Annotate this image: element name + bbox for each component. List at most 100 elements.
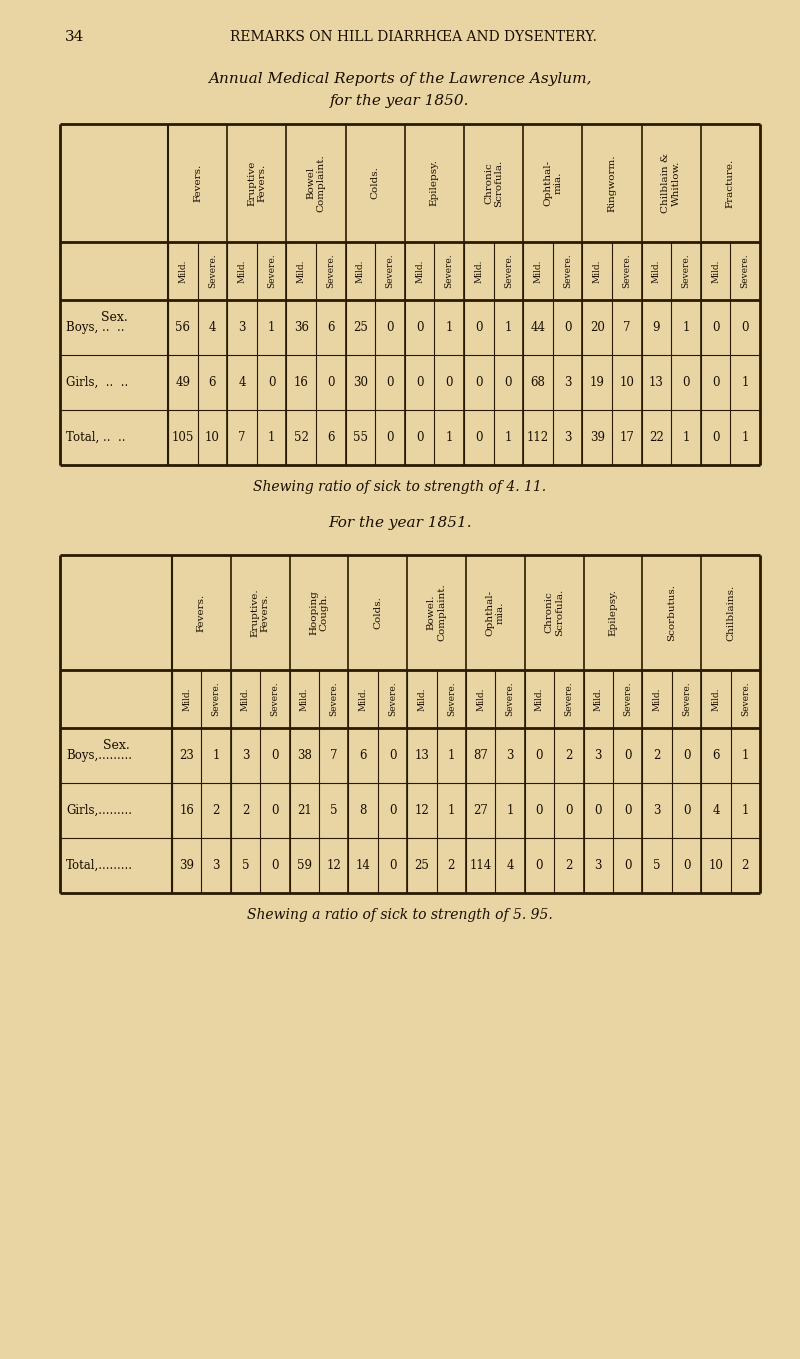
Text: 1: 1	[505, 321, 512, 334]
Text: 12: 12	[326, 859, 341, 872]
Text: Mild.: Mild.	[534, 260, 542, 283]
Text: 44: 44	[530, 321, 546, 334]
Text: Colds.: Colds.	[370, 167, 380, 200]
Text: 7: 7	[623, 321, 630, 334]
Text: 25: 25	[414, 859, 430, 872]
Text: 20: 20	[590, 321, 605, 334]
Text: Severe.: Severe.	[741, 682, 750, 716]
Text: Severe.: Severe.	[386, 254, 394, 288]
Text: 17: 17	[619, 431, 634, 444]
Text: 5: 5	[242, 859, 250, 872]
Text: 39: 39	[590, 431, 605, 444]
Text: 13: 13	[649, 376, 664, 389]
Text: Mild.: Mild.	[535, 688, 544, 711]
Text: 2: 2	[242, 805, 249, 817]
Text: 2: 2	[448, 859, 455, 872]
Text: Mild.: Mild.	[182, 688, 191, 711]
Text: 105: 105	[172, 431, 194, 444]
Text: 3: 3	[212, 859, 220, 872]
Text: 4: 4	[238, 376, 246, 389]
Text: 9: 9	[653, 321, 660, 334]
Text: 2: 2	[566, 859, 573, 872]
Text: Shewing a ratio of sick to strength of 5. 95.: Shewing a ratio of sick to strength of 5…	[247, 908, 553, 921]
Text: 0: 0	[389, 749, 396, 762]
Text: 0: 0	[624, 859, 631, 872]
Text: 68: 68	[530, 376, 546, 389]
Text: Mild.: Mild.	[178, 260, 187, 283]
Text: 114: 114	[470, 859, 492, 872]
Text: 0: 0	[742, 321, 749, 334]
Text: 36: 36	[294, 321, 309, 334]
Text: 3: 3	[594, 859, 602, 872]
Text: 0: 0	[386, 431, 394, 444]
Text: 10: 10	[205, 431, 220, 444]
Text: 0: 0	[712, 376, 719, 389]
Text: Mild.: Mild.	[594, 688, 603, 711]
Text: 13: 13	[414, 749, 430, 762]
Text: 10: 10	[619, 376, 634, 389]
Text: Shewing ratio of sick to strength of 4. 11.: Shewing ratio of sick to strength of 4. …	[254, 480, 546, 495]
Text: 0: 0	[682, 749, 690, 762]
Text: 112: 112	[527, 431, 549, 444]
Text: 0: 0	[416, 321, 423, 334]
Text: 1: 1	[213, 749, 220, 762]
Text: 1: 1	[506, 805, 514, 817]
Text: Annual Medical Reports of the Lawrence Asylum,: Annual Medical Reports of the Lawrence A…	[208, 72, 592, 86]
Text: 0: 0	[386, 321, 394, 334]
Text: 6: 6	[359, 749, 367, 762]
Text: Scorbutus.: Scorbutus.	[667, 584, 676, 641]
Text: 0: 0	[624, 749, 631, 762]
Text: Mild.: Mild.	[653, 688, 662, 711]
Text: 1: 1	[505, 431, 512, 444]
Text: Mild.: Mild.	[711, 688, 720, 711]
Text: Epilepsy.: Epilepsy.	[609, 588, 618, 636]
Text: Severe.: Severe.	[565, 682, 574, 716]
Text: 3: 3	[506, 749, 514, 762]
Text: 1: 1	[742, 376, 749, 389]
Text: Eruptive.
Fevers.: Eruptive. Fevers.	[250, 588, 270, 637]
Text: Mild.: Mild.	[415, 260, 424, 283]
Text: Girls,.........: Girls,.........	[66, 805, 132, 817]
Text: 7: 7	[330, 749, 338, 762]
Text: Mild.: Mild.	[238, 260, 246, 283]
Text: Eruptive
Fevers.: Eruptive Fevers.	[247, 160, 266, 205]
Text: Sex.: Sex.	[101, 311, 127, 323]
Text: Severe.: Severe.	[267, 254, 276, 288]
Text: Fracture.: Fracture.	[726, 159, 735, 208]
Text: 2: 2	[654, 749, 661, 762]
Text: 3: 3	[564, 376, 571, 389]
Text: 0: 0	[271, 749, 278, 762]
Text: 16: 16	[179, 805, 194, 817]
Text: 1: 1	[682, 431, 690, 444]
Text: 1: 1	[448, 749, 455, 762]
Text: Mild.: Mild.	[474, 260, 483, 283]
Text: Chilblain &
Whitlow.: Chilblain & Whitlow.	[662, 154, 681, 213]
Text: 38: 38	[297, 749, 312, 762]
Text: Mild.: Mild.	[241, 688, 250, 711]
Text: 3: 3	[238, 321, 246, 334]
Text: 2: 2	[213, 805, 220, 817]
Text: Mild.: Mild.	[297, 260, 306, 283]
Text: 87: 87	[474, 749, 488, 762]
Text: 4: 4	[712, 805, 720, 817]
Text: 0: 0	[475, 376, 482, 389]
Text: Ophthal-
mia.: Ophthal- mia.	[543, 160, 562, 207]
Text: 0: 0	[536, 859, 543, 872]
Text: 1: 1	[448, 805, 455, 817]
Text: 1: 1	[742, 805, 749, 817]
Text: 12: 12	[414, 805, 430, 817]
Text: 6: 6	[712, 749, 720, 762]
Text: Mild.: Mild.	[476, 688, 485, 711]
Text: Severe.: Severe.	[330, 682, 338, 716]
Text: 6: 6	[327, 431, 334, 444]
Text: 2: 2	[566, 749, 573, 762]
Text: Ringworm.: Ringworm.	[607, 155, 617, 212]
Text: 0: 0	[682, 376, 690, 389]
Text: Severe.: Severe.	[446, 682, 456, 716]
Text: Mild.: Mild.	[711, 260, 720, 283]
Text: 0: 0	[565, 805, 573, 817]
Text: 1: 1	[446, 321, 453, 334]
Text: 4: 4	[209, 321, 216, 334]
Text: 0: 0	[386, 376, 394, 389]
Text: For the year 1851.: For the year 1851.	[328, 516, 472, 530]
